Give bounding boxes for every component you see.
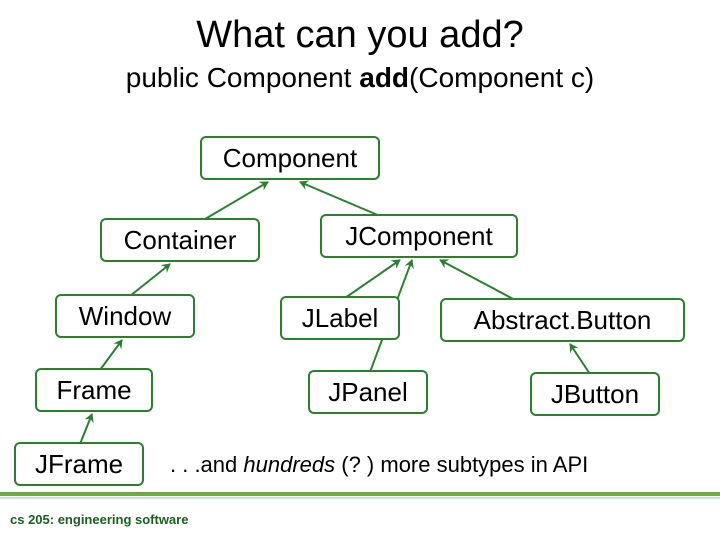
- edge-abstractbutton-to-jcomponent: [440, 260, 515, 300]
- edge-jcomponent-to-component: [300, 182, 380, 216]
- sig-post: (Component c): [409, 62, 594, 93]
- node-jcomponent: JComponent: [320, 214, 518, 258]
- footer-rule-2: [0, 497, 720, 499]
- edge-frame-to-window: [100, 340, 122, 370]
- footer-text: cs 205: engineering software: [10, 512, 188, 527]
- edge-window-to-container: [130, 264, 170, 296]
- caption-post: (? ) more subtypes in API: [335, 452, 588, 477]
- node-window: Window: [55, 294, 195, 338]
- node-frame: Frame: [35, 368, 153, 412]
- node-jlabel: JLabel: [280, 296, 400, 340]
- node-abstractbutton: Abstract.Button: [440, 298, 685, 342]
- edge-jlabel-to-jcomponent: [345, 260, 400, 298]
- node-container: Container: [100, 218, 260, 262]
- sig-method: add: [359, 62, 409, 93]
- slide-root: What can you add? public Component add(C…: [0, 0, 720, 540]
- footer-rule-1: [0, 492, 720, 496]
- caption-italic: hundreds: [243, 452, 335, 477]
- node-component: Component: [200, 136, 380, 180]
- subtypes-caption: . . .and hundreds (? ) more subtypes in …: [170, 452, 588, 478]
- caption-pre: . . .and: [170, 452, 243, 477]
- node-jbutton: JButton: [530, 372, 660, 416]
- slide-title: What can you add?: [0, 14, 720, 57]
- edge-jbutton-to-abstractbutton: [570, 344, 590, 374]
- node-jpanel: JPanel: [308, 370, 428, 414]
- edge-container-to-component: [200, 182, 268, 222]
- edge-jframe-to-frame: [80, 414, 92, 444]
- node-jframe: JFrame: [14, 442, 144, 486]
- method-signature: public Component add(Component c): [0, 62, 720, 94]
- sig-pre: public Component: [126, 62, 359, 93]
